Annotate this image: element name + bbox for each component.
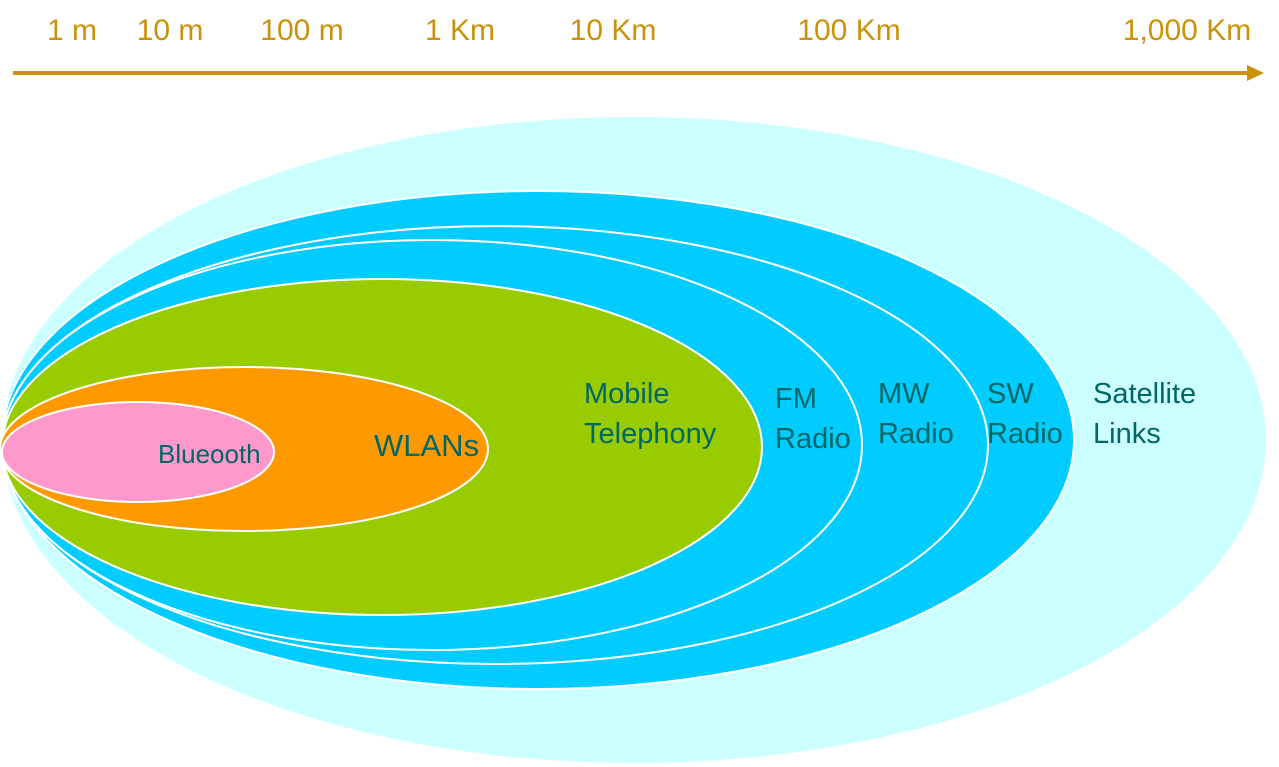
scale-tick-10m: 10 m xyxy=(136,14,204,47)
distance-scale: 1 m 10 m 100 m 1 Km 10 Km 100 Km 1,000 K… xyxy=(0,0,1279,90)
satellite-label-line: Links xyxy=(1093,418,1161,450)
satellite-label-line: Satellite xyxy=(1093,378,1196,410)
scale-arrow-head-icon xyxy=(1247,65,1264,81)
fm-radio-label-line: FM xyxy=(775,383,817,415)
scale-tick-10km: 10 Km xyxy=(569,14,657,47)
scale-tick-100m: 100 m xyxy=(260,14,344,47)
bluetooth-label-line: Blueooth xyxy=(158,439,261,469)
range-labels: Satellite Links SW Radio MW Radio FM Radio Mobil… xyxy=(158,378,1196,469)
fm-radio-label-line: Radio xyxy=(775,423,851,455)
sw-radio-label-line: SW xyxy=(987,378,1034,410)
sw-radio-label: SW Radio xyxy=(987,378,1063,450)
scale-tick-1km: 1 Km xyxy=(424,14,496,47)
mw-radio-label-line: Radio xyxy=(878,418,954,450)
scale-tick-100km: 100 Km xyxy=(797,14,901,47)
wlans-label: WLANs xyxy=(374,428,479,463)
bluetooth-label: Blueooth xyxy=(158,439,261,469)
bluetooth-range-ellipse xyxy=(1,401,275,503)
wlans-label-line: WLANs xyxy=(374,428,479,463)
mobile-telephony-label-line: Mobile xyxy=(584,378,669,410)
scale-arrow-line xyxy=(13,71,1249,75)
sw-radio-label-line: Radio xyxy=(987,418,1063,450)
fm-radio-label: FM Radio xyxy=(775,383,851,455)
mw-radio-label-line: MW xyxy=(878,378,930,410)
range-ellipses xyxy=(0,117,1266,763)
mw-radio-label: MW Radio xyxy=(878,378,954,450)
satellite-label: Satellite Links xyxy=(1093,378,1196,450)
scale-tick-1000km: 1,000 Km xyxy=(1122,14,1252,47)
mobile-telephony-label-line: Telephony xyxy=(584,418,717,450)
mobile-telephony-label: Mobile Telephony xyxy=(584,378,717,450)
scale-tick-1m: 1 m xyxy=(46,14,98,47)
